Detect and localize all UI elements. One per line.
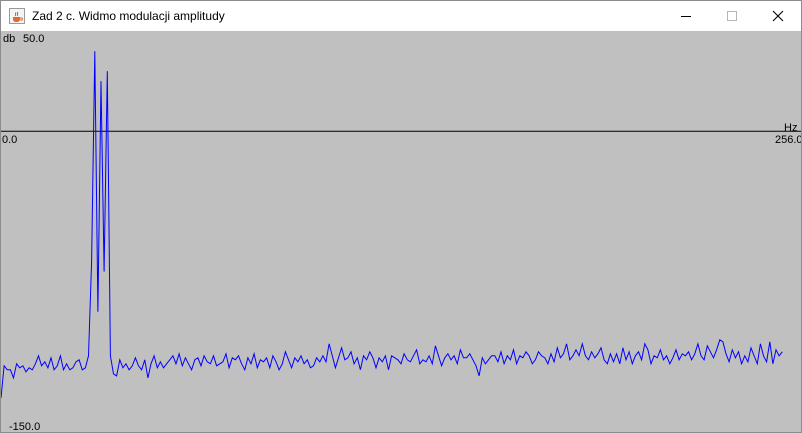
- maximize-button[interactable]: [709, 1, 755, 31]
- y-axis-min-label: -150.0: [9, 421, 41, 432]
- x-axis-max-label: 256.0: [775, 134, 801, 146]
- spectrum-plot-area: db 50.0 Hz 0.0 256.0 -150.0: [1, 31, 801, 432]
- minimize-icon: [681, 16, 691, 17]
- maximize-icon: [727, 11, 737, 21]
- y-axis-unit-label: db: [3, 33, 16, 45]
- java-cup-icon: [9, 8, 25, 24]
- minimize-button[interactable]: [663, 1, 709, 31]
- window-title: Zad 2 c. Widmo modulacji amplitudy: [32, 9, 225, 23]
- spectrum-series-line: [1, 51, 783, 398]
- x-axis-unit-label: Hz: [784, 122, 798, 134]
- y-axis-max-label: 50.0: [23, 33, 45, 45]
- close-icon: [772, 10, 784, 22]
- spectrum-chart: [1, 51, 801, 398]
- title-bar[interactable]: Zad 2 c. Widmo modulacji amplitudy: [1, 1, 801, 31]
- x-axis-min-label: 0.0: [2, 134, 18, 146]
- close-button[interactable]: [755, 1, 801, 31]
